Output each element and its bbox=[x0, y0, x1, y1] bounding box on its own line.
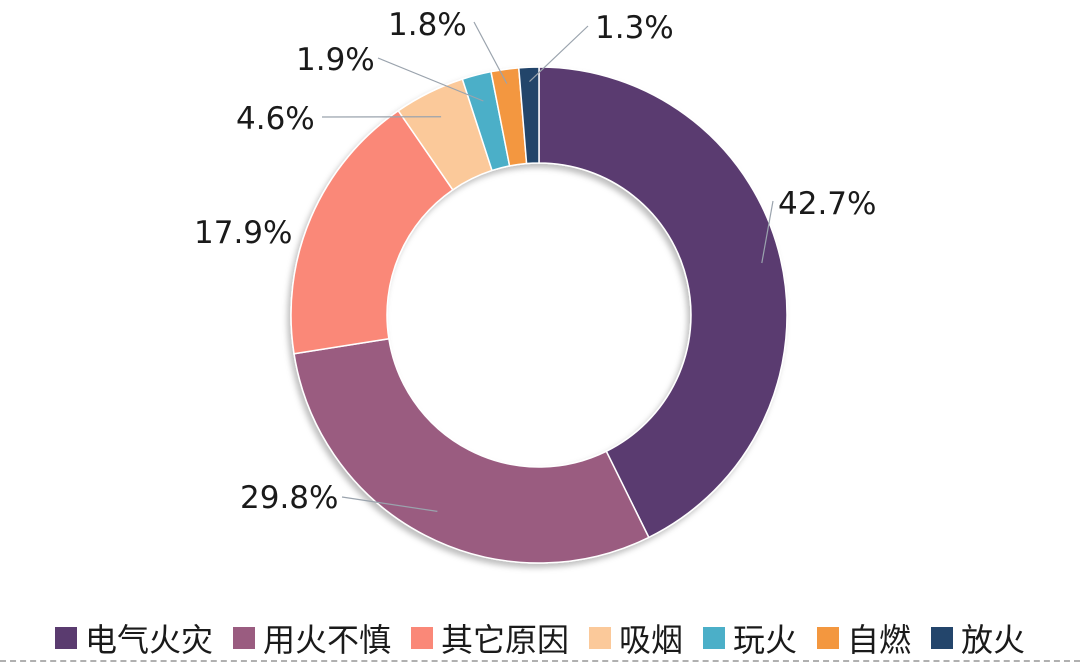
leader-lines bbox=[321, 21, 774, 512]
legend-item-playing-with-fire: 玩火 bbox=[703, 615, 797, 661]
leader-line-6 bbox=[473, 21, 508, 84]
bottom-divider bbox=[0, 660, 1080, 662]
donut-slice-1 bbox=[538, 66, 788, 539]
legend-swatch bbox=[931, 627, 954, 649]
data-labels: 42.7% 29.8% 17.9% 4.6% 1.9% 1.8% 1.3% bbox=[194, 7, 876, 516]
data-label-7: 1.3% bbox=[595, 10, 674, 46]
legend: 电气火灾 用火不慎 其它原因 吸烟 玩火 自燃 放火 bbox=[0, 612, 1080, 664]
legend-swatch bbox=[54, 627, 77, 649]
data-label-2: 29.8% bbox=[240, 480, 338, 516]
leader-line-7 bbox=[529, 25, 589, 83]
data-label-1: 42.7% bbox=[778, 186, 876, 222]
donut-slice-3 bbox=[290, 109, 454, 355]
legend-item-other-causes: 其它原因 bbox=[410, 615, 569, 661]
slices bbox=[290, 66, 788, 564]
legend-swatch bbox=[817, 627, 840, 649]
legend-label: 电气火灾 bbox=[84, 621, 213, 659]
data-label-4: 4.6% bbox=[236, 101, 315, 137]
legend-label: 放火 bbox=[961, 621, 1026, 659]
donut-slice-2 bbox=[293, 337, 650, 564]
leader-line-1 bbox=[761, 200, 774, 264]
data-label-5: 1.9% bbox=[296, 42, 375, 78]
donut-slice-7 bbox=[517, 66, 540, 165]
legend-swatch bbox=[588, 627, 611, 649]
legend-label: 其它原因 bbox=[440, 621, 569, 659]
legend-swatch bbox=[703, 627, 725, 649]
data-label-3: 17.9% bbox=[194, 215, 292, 251]
legend-swatch bbox=[232, 627, 255, 649]
legend-item-arson: 放火 bbox=[931, 615, 1025, 661]
leader-line-2 bbox=[341, 496, 438, 512]
legend-swatch bbox=[410, 627, 433, 649]
legend-label: 吸烟 bbox=[618, 621, 683, 659]
data-label-6: 1.8% bbox=[388, 7, 467, 43]
legend-item-electrical: 电气火灾 bbox=[54, 615, 213, 661]
legend-item-spontaneous-combustion: 自燃 bbox=[817, 615, 911, 661]
legend-item-smoking: 吸烟 bbox=[588, 615, 683, 661]
legend-label: 自燃 bbox=[847, 621, 912, 659]
legend-item-careless-fire-use: 用火不慎 bbox=[232, 615, 391, 661]
legend-label: 用火不慎 bbox=[262, 621, 391, 659]
legend-label: 玩火 bbox=[733, 621, 798, 659]
leader-line-5 bbox=[377, 57, 484, 102]
